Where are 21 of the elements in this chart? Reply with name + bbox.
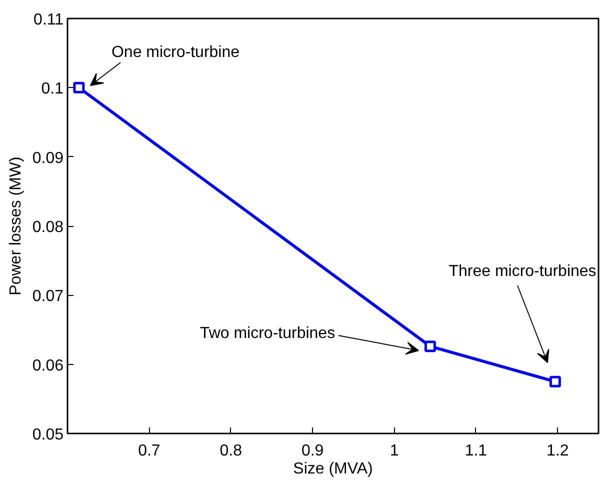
- x-tick-label: 1.2: [546, 442, 569, 460]
- y-tick-label: 0.06: [32, 357, 64, 374]
- x-tick-label: 1.1: [464, 442, 488, 460]
- x-tick-label: 1: [390, 442, 399, 460]
- y-tick-label: 0.11: [34, 12, 64, 28]
- point: [424, 340, 436, 352]
- x-tick-label: 0.8: [220, 442, 242, 460]
- point: [73, 82, 85, 94]
- annotation: Three micro-turbines: [448, 263, 596, 280]
- y-tick-label: 0.08: [32, 219, 64, 236]
- y-tick-label: 0.09: [32, 150, 64, 167]
- y-tick-label: 0.05: [32, 426, 64, 444]
- y-tick-label: 0.1: [41, 80, 64, 98]
- point: [549, 376, 561, 388]
- y-tick-label: 0.07: [32, 288, 64, 306]
- annotation: Two micro-turbines: [200, 325, 336, 342]
- x-axis-title: Size (MVA): [293, 460, 373, 478]
- annotation: One micro-turbine: [111, 44, 240, 61]
- x-tick-label: 0.7: [138, 442, 160, 460]
- x-tick-label: 0.9: [301, 442, 324, 460]
- y-axis-title: Power losses (MW): [7, 156, 24, 296]
